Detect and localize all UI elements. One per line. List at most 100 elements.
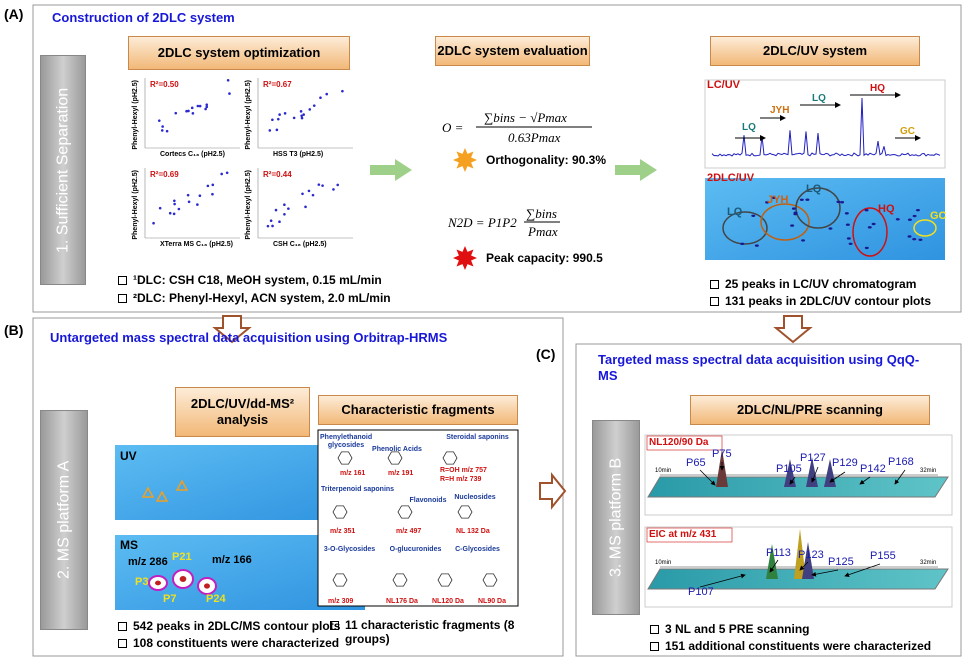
peak-pointer: [894, 469, 906, 485]
bullet: 108 constituents were characterized: [116, 636, 353, 650]
peak-pointer: [699, 573, 746, 588]
plot-dot: [198, 104, 202, 108]
star: [453, 246, 477, 270]
fragment-label: m/z 191: [388, 470, 414, 477]
plot-dot: [173, 199, 176, 203]
ms-annotation: P3: [135, 576, 149, 588]
peak-group-label: LQ: [742, 122, 756, 133]
fragment-label: O-glucuronides: [389, 546, 442, 553]
bullet: 151 additional constituents were charact…: [648, 639, 965, 653]
formula: O =: [442, 120, 464, 135]
plot-dot: [268, 129, 272, 132]
contour-spot: [907, 235, 912, 238]
plot-dot: [168, 211, 172, 215]
fragment-label: m/z 351: [330, 528, 356, 535]
peak-label: P155: [870, 550, 896, 562]
section-header: Characteristic fragments: [318, 395, 518, 425]
ms-annotation: P21: [172, 551, 192, 563]
formula: N2D = P1P2: [448, 215, 517, 230]
fragment-label: Triterpenoid saponins: [320, 486, 395, 493]
contour-spot: [828, 227, 833, 230]
fragment-label: R=H m/z 739: [440, 476, 482, 483]
region-label: GC: [930, 210, 947, 222]
peak-pointer: [699, 469, 716, 486]
contour-spot: [871, 222, 876, 226]
plot-dot: [187, 109, 190, 113]
title-box: [646, 435, 723, 451]
structure-ring: [457, 505, 473, 519]
contour-spot: [840, 201, 845, 204]
contour-spot: [907, 218, 912, 221]
plot-dot: [300, 116, 304, 120]
contour-spot: [848, 242, 853, 245]
fragment-label: m/z 309: [328, 598, 354, 605]
plot-dot: [172, 212, 176, 216]
plot-dot: [317, 183, 321, 186]
fragment-label: NL 132 Da: [456, 528, 490, 535]
fragment-label: Phenolic Acids: [372, 446, 422, 453]
formula: Pmax: [528, 224, 558, 239]
r-squared: R²=0.50: [150, 80, 179, 89]
plot-dot: [191, 112, 195, 115]
peak-pointer: [859, 476, 871, 485]
plot-dot: [341, 89, 344, 93]
panel-title: Untargeted mass spectral data acquisitio…: [50, 330, 448, 345]
plot-label: MS: [120, 538, 138, 552]
structure-ring: [392, 573, 408, 587]
ms-annotation: P24: [206, 593, 226, 605]
contour-spot: [912, 237, 917, 241]
contour-spot: [793, 212, 798, 216]
panel-label: (B): [4, 322, 24, 338]
plot-dot: [226, 78, 230, 82]
formula: ∑bins − √Pmax: [484, 110, 567, 125]
plot-dot: [292, 116, 296, 120]
plot-dot: [196, 203, 199, 206]
plot-dot: [332, 188, 335, 191]
fragment-label: Phenylethanoid glycosides: [320, 434, 373, 450]
panel-c: [575, 343, 962, 657]
plot-dot: [278, 220, 281, 224]
plot-dot: [173, 202, 176, 206]
axis-label: 10min: [655, 468, 672, 474]
peak-pointer: [811, 569, 839, 577]
fragment-label: m/z 161: [340, 470, 366, 477]
contour-spot: [836, 200, 841, 204]
panel-label: (C): [536, 346, 556, 362]
peak-label: P123: [798, 549, 824, 561]
plot-dot: [304, 205, 307, 209]
contour-spot: [918, 238, 923, 241]
plot-dot: [308, 108, 312, 111]
plot-dot: [185, 109, 188, 113]
peak-label: P168: [888, 456, 914, 468]
y-axis-label: Phenyl-Hexyl (pH2.5): [245, 80, 252, 150]
bullet: 542 peaks in 2DLC/MS contour plots: [116, 619, 353, 633]
ms-annotation: m/z 166: [212, 554, 252, 566]
plot-dot: [211, 192, 214, 196]
plot-dot: [311, 193, 315, 197]
contour-spot: [912, 214, 917, 218]
plot-title: LC/UV: [707, 79, 740, 91]
peak-label: P65: [686, 457, 706, 469]
plot-dot: [220, 172, 223, 176]
peak-group-label: GC: [900, 126, 915, 137]
peak-label: P75: [712, 448, 732, 460]
contour-spot: [864, 208, 869, 212]
region-label: HQ: [878, 203, 895, 215]
x-axis-label: Cortecs C₁₈ (pH2.5): [160, 151, 225, 158]
contour-spot: [771, 196, 776, 200]
plot-dot: [177, 207, 181, 211]
plot-dot: [157, 119, 161, 122]
panel-label: (A): [4, 6, 24, 22]
region-label: LQ: [806, 183, 822, 195]
fragment-label: R=OH m/z 757: [440, 467, 487, 474]
plot-title: NL120/90 Da: [649, 437, 709, 448]
peak: [766, 544, 778, 579]
plot-plane: [647, 476, 949, 498]
plot-dot: [278, 113, 281, 116]
plot-dot: [283, 213, 286, 216]
r-squared: R²=0.44: [263, 170, 292, 179]
bullet: 11 characteristic fragments (8 groups): [328, 618, 525, 647]
bullet: ²DLC: Phenyl-Hexyl, ACN system, 2.0 mL/m…: [116, 291, 433, 305]
fragment-label: 3-O-Glycosides: [323, 546, 376, 553]
r-squared: R²=0.67: [263, 80, 292, 89]
